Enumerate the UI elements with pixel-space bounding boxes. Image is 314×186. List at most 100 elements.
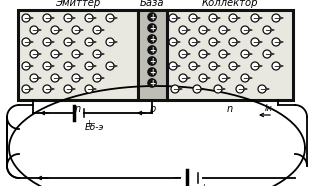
Text: −: − xyxy=(242,26,248,35)
Circle shape xyxy=(106,38,114,46)
Text: −: − xyxy=(65,85,71,94)
Text: −: − xyxy=(23,14,29,23)
Text: −: − xyxy=(210,38,216,47)
Text: +: + xyxy=(149,35,155,44)
Text: −: − xyxy=(73,50,79,59)
Text: −: − xyxy=(220,50,226,59)
Circle shape xyxy=(106,14,114,22)
Text: −: − xyxy=(73,26,79,35)
Circle shape xyxy=(148,13,156,21)
Text: +: + xyxy=(85,119,92,128)
Text: −: − xyxy=(242,74,248,83)
Circle shape xyxy=(263,26,271,34)
Text: −: − xyxy=(170,38,176,47)
Circle shape xyxy=(85,62,93,70)
Circle shape xyxy=(64,85,72,93)
Circle shape xyxy=(93,50,101,58)
Text: Iк: Iк xyxy=(265,104,273,113)
Text: −: − xyxy=(86,14,92,23)
Circle shape xyxy=(51,26,59,34)
Circle shape xyxy=(148,24,156,32)
Circle shape xyxy=(241,50,249,58)
Circle shape xyxy=(30,74,38,82)
Text: Eб-э: Eб-э xyxy=(85,123,105,132)
Text: −: − xyxy=(65,38,71,47)
Circle shape xyxy=(272,38,280,46)
Circle shape xyxy=(272,62,280,70)
Circle shape xyxy=(64,14,72,22)
Circle shape xyxy=(64,62,72,70)
Circle shape xyxy=(199,50,207,58)
Text: −: − xyxy=(52,50,58,59)
Circle shape xyxy=(43,62,51,70)
Text: −: − xyxy=(31,26,37,35)
Circle shape xyxy=(72,50,80,58)
Circle shape xyxy=(72,26,80,34)
Circle shape xyxy=(236,85,244,93)
Circle shape xyxy=(219,50,227,58)
Circle shape xyxy=(209,62,217,70)
Circle shape xyxy=(169,62,177,70)
Text: −: − xyxy=(180,50,186,59)
Text: −: − xyxy=(252,14,258,23)
Circle shape xyxy=(22,38,30,46)
Text: −: − xyxy=(44,85,50,94)
Circle shape xyxy=(85,14,93,22)
Circle shape xyxy=(214,85,222,93)
Text: −: − xyxy=(264,50,270,59)
Text: −: − xyxy=(107,14,113,23)
Text: −: − xyxy=(273,38,279,47)
Circle shape xyxy=(148,57,156,65)
Text: −: − xyxy=(31,50,37,59)
Circle shape xyxy=(251,14,259,22)
Circle shape xyxy=(93,74,101,82)
Text: −: − xyxy=(190,14,196,23)
Text: −: − xyxy=(44,62,50,71)
Text: −: − xyxy=(170,14,176,23)
Circle shape xyxy=(209,38,217,46)
Circle shape xyxy=(171,85,179,93)
Circle shape xyxy=(189,62,197,70)
Circle shape xyxy=(148,79,156,87)
Text: −: − xyxy=(190,38,196,47)
Circle shape xyxy=(64,38,72,46)
Circle shape xyxy=(93,26,101,34)
Text: −: − xyxy=(210,14,216,23)
Text: −: − xyxy=(173,173,182,183)
Circle shape xyxy=(219,74,227,82)
Text: −: − xyxy=(230,14,236,23)
Circle shape xyxy=(229,14,237,22)
Text: −: − xyxy=(220,74,226,83)
Circle shape xyxy=(189,38,197,46)
Text: −: − xyxy=(190,62,196,71)
Text: −: − xyxy=(252,62,258,71)
Circle shape xyxy=(51,50,59,58)
Text: −: − xyxy=(107,62,113,71)
Circle shape xyxy=(22,14,30,22)
Circle shape xyxy=(51,74,59,82)
Text: −: − xyxy=(180,74,186,83)
Text: n: n xyxy=(75,104,81,114)
Circle shape xyxy=(251,62,259,70)
Text: +: + xyxy=(149,24,155,33)
Circle shape xyxy=(22,85,30,93)
Text: −: − xyxy=(52,74,58,83)
Circle shape xyxy=(199,74,207,82)
Text: −: − xyxy=(65,14,71,23)
Text: Эмиттер: Эмиттер xyxy=(55,0,100,9)
Text: −: − xyxy=(44,38,50,47)
Text: −: − xyxy=(264,26,270,35)
Circle shape xyxy=(30,26,38,34)
Text: +: + xyxy=(149,46,155,55)
Text: −: − xyxy=(230,62,236,71)
Text: −: − xyxy=(172,85,178,94)
Circle shape xyxy=(229,62,237,70)
Circle shape xyxy=(209,14,217,22)
Text: −: − xyxy=(52,26,58,35)
Circle shape xyxy=(43,85,51,93)
Circle shape xyxy=(22,62,30,70)
Circle shape xyxy=(148,35,156,43)
Circle shape xyxy=(241,74,249,82)
Text: +: + xyxy=(149,68,155,77)
Text: −: − xyxy=(23,85,29,94)
